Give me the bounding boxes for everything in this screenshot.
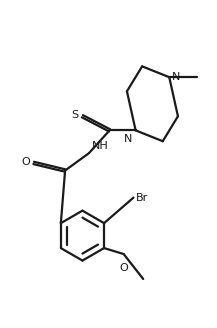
Text: O: O [21,157,30,167]
Text: NH: NH [92,141,108,152]
Text: O: O [119,263,128,273]
Text: S: S [71,110,79,119]
Text: N: N [124,133,132,144]
Text: Br: Br [136,193,148,203]
Text: N: N [172,72,180,82]
